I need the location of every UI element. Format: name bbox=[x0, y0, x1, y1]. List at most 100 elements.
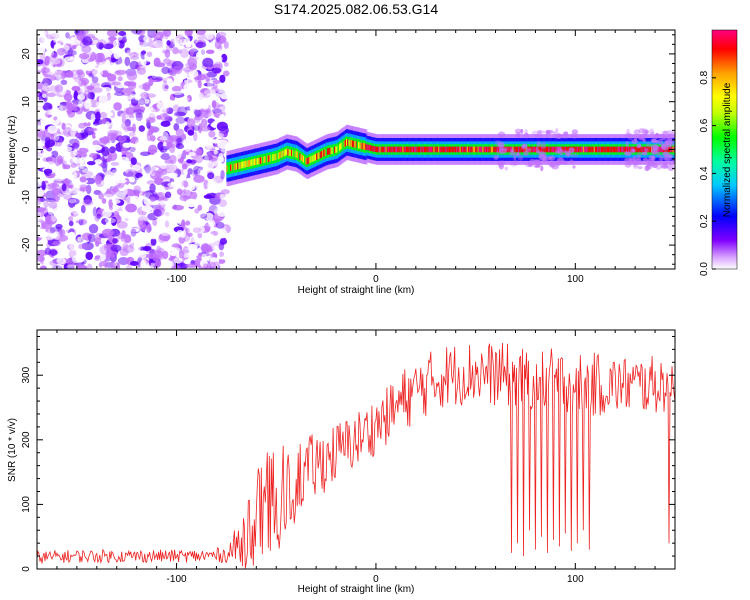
heat-cell bbox=[181, 59, 188, 64]
heat-cell bbox=[40, 67, 51, 74]
heat-cell bbox=[247, 160, 251, 167]
heat-cell bbox=[87, 91, 95, 100]
heat-cell bbox=[392, 146, 395, 153]
heat-cell bbox=[42, 82, 50, 92]
heat-cell bbox=[146, 51, 153, 58]
figure-title: S174.2025.082.06.53.G14 bbox=[274, 1, 438, 17]
heat-cell bbox=[432, 146, 435, 153]
heat-cell bbox=[664, 154, 672, 162]
heat-cell bbox=[54, 84, 64, 93]
heat-cell bbox=[579, 146, 582, 153]
heat-cell bbox=[112, 186, 117, 195]
heat-cell bbox=[318, 152, 321, 159]
heat-cell bbox=[210, 86, 219, 95]
heat-cell bbox=[592, 232, 599, 238]
heat-cell bbox=[527, 161, 533, 167]
heat-cell bbox=[360, 142, 363, 150]
heat-cell bbox=[63, 154, 70, 162]
heat-cell bbox=[506, 146, 509, 153]
heat-cell bbox=[38, 99, 45, 107]
heat-cell bbox=[110, 261, 116, 269]
heat-cell bbox=[50, 30, 60, 38]
heat-cell bbox=[65, 100, 73, 109]
heat-cell bbox=[144, 166, 154, 174]
heat-cell bbox=[534, 133, 543, 138]
y-tick-label: 100 bbox=[21, 496, 32, 513]
heat-cell bbox=[177, 99, 184, 107]
y-tick-label: 0 bbox=[21, 566, 32, 572]
heat-cell bbox=[312, 155, 315, 162]
heat-cell bbox=[401, 146, 404, 153]
heat-cell bbox=[332, 209, 338, 216]
heat-cell bbox=[133, 109, 145, 115]
heat-cell bbox=[110, 57, 116, 63]
heat-cell bbox=[314, 153, 318, 161]
heat-cell bbox=[202, 57, 214, 68]
heat-cell bbox=[655, 163, 662, 170]
heat-cell bbox=[624, 257, 629, 264]
heat-cell bbox=[141, 234, 149, 242]
heat-cell bbox=[389, 146, 392, 153]
heat-cell bbox=[169, 145, 176, 154]
heat-cell bbox=[543, 146, 546, 153]
heat-cell bbox=[365, 47, 370, 52]
heat-cell bbox=[176, 230, 185, 238]
heat-cell bbox=[593, 146, 596, 153]
heat-cell bbox=[384, 190, 390, 195]
heat-cell bbox=[305, 121, 312, 126]
heat-cell bbox=[98, 209, 103, 216]
heat-cell bbox=[223, 41, 229, 49]
heat-cell bbox=[212, 120, 218, 129]
heat-cell bbox=[128, 176, 136, 183]
heat-cell bbox=[62, 127, 73, 137]
heat-cell bbox=[671, 131, 675, 136]
heat-cell bbox=[172, 37, 183, 46]
heat-cell bbox=[93, 118, 104, 125]
heat-cell bbox=[518, 154, 524, 161]
heat-cell bbox=[77, 243, 88, 250]
heat-cell bbox=[659, 146, 662, 153]
heat-cell bbox=[214, 30, 221, 39]
heat-cell bbox=[610, 114, 617, 122]
heat-cell bbox=[445, 146, 448, 153]
heat-cell bbox=[653, 170, 661, 177]
heat-cell bbox=[143, 98, 150, 104]
heat-cell bbox=[81, 232, 93, 241]
heat-cell bbox=[75, 264, 88, 269]
heat-cell bbox=[127, 221, 134, 227]
heat-cell bbox=[93, 85, 103, 95]
heat-cell bbox=[595, 178, 600, 184]
heat-cell bbox=[344, 139, 347, 147]
heat-cell bbox=[486, 176, 491, 183]
heat-cell bbox=[659, 155, 663, 163]
heat-cell bbox=[237, 162, 240, 170]
heat-cell bbox=[37, 106, 44, 116]
heat-cell bbox=[244, 161, 247, 168]
heat-cell bbox=[266, 204, 272, 208]
heat-cell bbox=[282, 150, 285, 157]
heat-cell bbox=[202, 163, 209, 173]
heat-cell bbox=[418, 118, 425, 124]
heat-cell bbox=[52, 240, 61, 246]
heat-cell bbox=[83, 194, 93, 205]
heat-cell bbox=[326, 172, 331, 176]
heat-cell bbox=[423, 234, 431, 239]
heat-cell bbox=[98, 94, 108, 104]
heat-cell bbox=[242, 237, 247, 243]
heat-cell bbox=[346, 139, 349, 146]
heat-cell bbox=[176, 142, 181, 149]
snr-y-label: SNR (10 * v/v) bbox=[7, 418, 18, 482]
heat-cell bbox=[39, 265, 48, 269]
heat-cell bbox=[134, 243, 141, 251]
heat-cell bbox=[372, 145, 375, 152]
heat-cell bbox=[263, 156, 266, 163]
heat-cell bbox=[236, 163, 239, 170]
heat-cell bbox=[151, 71, 158, 79]
heat-cell bbox=[43, 168, 53, 175]
heat-cell bbox=[611, 170, 615, 177]
heat-cell bbox=[598, 146, 601, 153]
heat-cell bbox=[68, 231, 76, 241]
heat-cell bbox=[639, 146, 642, 153]
heat-cell bbox=[40, 36, 48, 43]
heat-cell bbox=[641, 146, 644, 153]
